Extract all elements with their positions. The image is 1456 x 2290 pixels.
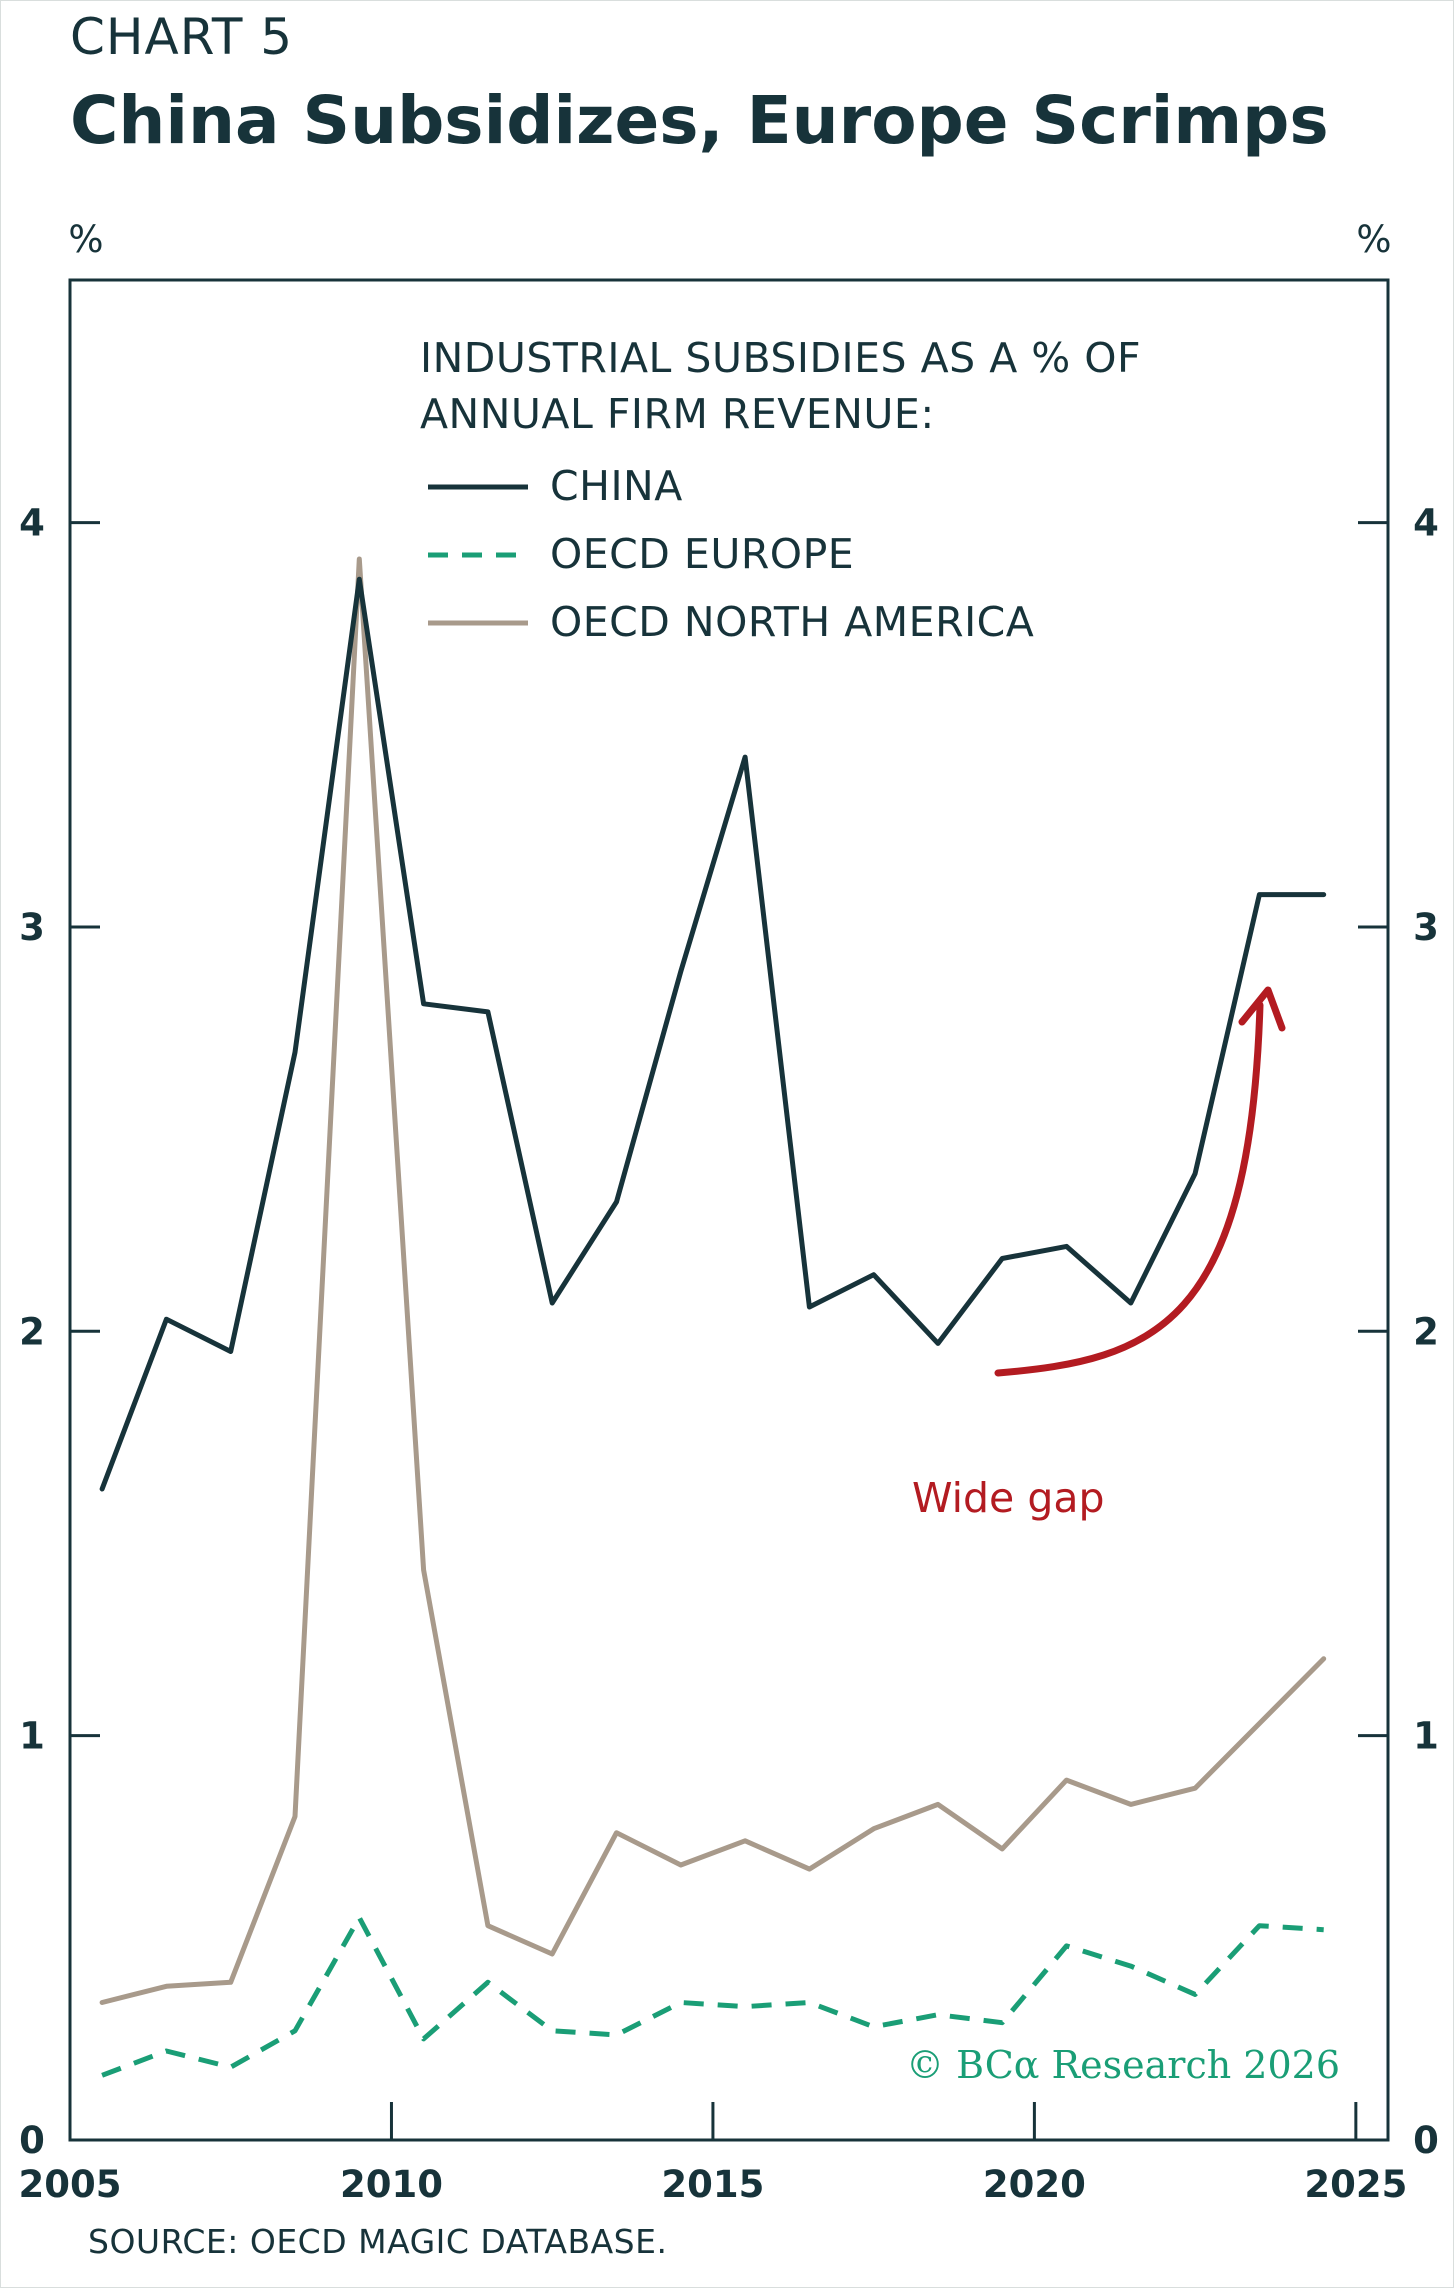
y-tick-label-right-1: 1 [1413, 1715, 1439, 1758]
copyright-notice: © BCα Research 2026 [906, 2043, 1340, 2087]
legend-title-line-1: INDUSTRIAL SUBSIDIES AS A % OF [420, 334, 1141, 382]
y-axis-unit-left: % [68, 218, 103, 261]
y-tick-label-left-0: 0 [19, 2119, 45, 2162]
legend-label-oecd-north-america: OECD NORTH AMERICA [550, 598, 1034, 646]
wide-gap-annotation: Wide gap [912, 986, 1286, 1522]
plot-area [68, 278, 1390, 2142]
y-tick-label-left-2: 2 [19, 1310, 45, 1353]
x-tick-label-2010: 2010 [340, 2163, 443, 2206]
chart-kicker: CHART 5 [70, 8, 294, 66]
axis-ticks: 0 0 1 1 2 2 3 3 4 4 2005 2010 2015 2020 2025 [19, 502, 1439, 2206]
legend: INDUSTRIAL SUBSIDIES AS A % OF ANNUAL FI… [420, 334, 1141, 646]
chart-title: China Subsidizes, Europe Scrimps [70, 82, 1329, 159]
y-tick-label-left-4: 4 [19, 502, 45, 545]
legend-label-oecd-europe: OECD EUROPE [550, 530, 854, 578]
x-tick-label-2020: 2020 [983, 2163, 1086, 2206]
legend-label-china: CHINA [550, 462, 683, 510]
source-note: SOURCE: OECD MAGIC DATABASE. [88, 2222, 668, 2261]
series-line-oecd-europe [101, 1915, 1324, 2078]
y-tick-label-right-3: 3 [1413, 906, 1439, 949]
y-tick-label-left-1: 1 [19, 1715, 45, 1758]
y-tick-label-right-4: 4 [1413, 502, 1439, 545]
y-tick-label-right-0: 0 [1413, 2119, 1439, 2162]
legend-title-line-2: ANNUAL FIRM REVENUE: [420, 390, 935, 438]
series-lines [99, 556, 1327, 2078]
series-line-oecd-north-america [99, 556, 1327, 2005]
arrowhead-icon [1238, 986, 1286, 1032]
y-axis-unit-right: % [1356, 218, 1391, 261]
wide-gap-label: Wide gap [912, 1474, 1105, 1522]
x-tick-label-2005: 2005 [19, 2163, 122, 2206]
x-tick-label-2015: 2015 [661, 2163, 764, 2206]
series-line-china [99, 576, 1327, 1492]
y-tick-label-left-3: 3 [19, 906, 45, 949]
wide-gap-arrow-icon [994, 1001, 1264, 1377]
x-tick-label-2025: 2025 [1304, 2163, 1407, 2206]
y-tick-label-right-2: 2 [1413, 1310, 1439, 1353]
